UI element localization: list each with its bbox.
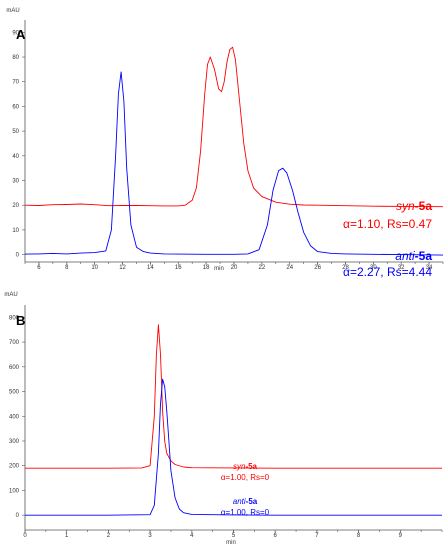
x-tick-label: 32 — [398, 265, 405, 271]
x-tick-label: 30 — [370, 265, 377, 271]
series-label-syn: syn-5a — [233, 462, 258, 471]
y-axis-unit-label: mAU — [4, 292, 17, 298]
y-tick-label: 60 — [12, 104, 19, 110]
x-tick-label: 5 — [232, 533, 236, 539]
x-tick-label: 4 — [190, 533, 194, 539]
x-tick-label: 28 — [342, 265, 349, 271]
y-tick-label: 20 — [12, 203, 19, 209]
x-tick-label: 24 — [286, 265, 293, 271]
y-tick-label: 10 — [12, 228, 19, 234]
x-axis-label: min — [214, 266, 224, 272]
y-tick-label: 200 — [9, 464, 20, 470]
y-tick-label: 0 — [16, 253, 20, 259]
x-tick-label: 14 — [147, 265, 154, 271]
panel-a: 0 10 20 30 40 50 60 70 80 90 6 8 10 12 14 16 18 20 22 24 26 2… — [6, 8, 444, 279]
trace-anti — [25, 378, 442, 516]
x-tick-label: 10 — [91, 265, 98, 271]
x-tick-label: 20 — [231, 265, 238, 271]
series-stats-anti: α=1.00, Rs=0 — [221, 508, 270, 517]
y-tick-label: 800 — [9, 315, 20, 321]
trace-syn — [24, 46, 444, 208]
x-tick-label: 7 — [315, 533, 319, 539]
series-stats-anti: α=2.27, Rs=4.44 — [343, 265, 432, 279]
x-axis-label: min — [226, 540, 236, 546]
x-tick-label: 8 — [357, 533, 361, 539]
x-tick-label: 0 — [23, 533, 27, 539]
y-tick-label: 40 — [12, 154, 19, 160]
y-tick-label: 90 — [12, 30, 19, 36]
x-tick-label: 6 — [37, 265, 41, 271]
x-tick-label: 6 — [274, 533, 278, 539]
series-label-syn: syn-5a — [396, 199, 432, 213]
y-tick-label: 100 — [9, 488, 20, 494]
x-tick-label: 22 — [259, 265, 266, 271]
series-label-anti: anti-5a — [233, 497, 258, 506]
panel-label: B — [16, 313, 25, 328]
x-tick-label: 1 — [65, 533, 69, 539]
y-tick-label: 30 — [12, 179, 19, 185]
x-tick-label: 2 — [107, 533, 111, 539]
y-tick-label: 70 — [12, 80, 19, 86]
y-tick-label: 300 — [9, 439, 20, 445]
x-tick-label: 18 — [203, 265, 210, 271]
x-tick-label: 3 — [148, 533, 152, 539]
series-label-anti: anti-5a — [395, 249, 432, 263]
x-tick-label: 8 — [65, 265, 69, 271]
y-tick-label: 80 — [12, 55, 19, 61]
series-stats-syn: α=1.00, Rs=0 — [221, 473, 270, 482]
y-tick-label: 500 — [9, 390, 20, 396]
series-stats-syn: α=1.10, Rs=0.47 — [343, 217, 432, 231]
y-tick-label: 700 — [9, 340, 20, 346]
y-tick-label: 50 — [12, 129, 19, 135]
x-tick-label: 12 — [119, 265, 126, 271]
x-tick-label: 26 — [314, 265, 321, 271]
trace-anti — [24, 71, 444, 256]
y-tick-label: 400 — [9, 414, 20, 420]
x-tick-label: 34 — [426, 265, 433, 271]
x-tick-label: 16 — [175, 265, 182, 271]
panel-label: A — [16, 27, 26, 42]
y-tick-label: 0 — [16, 513, 20, 519]
y-axis-unit-label: mAU — [6, 8, 19, 14]
x-tick-label: 9 — [399, 533, 403, 539]
trace-syn — [25, 324, 442, 469]
y-tick-label: 600 — [9, 365, 20, 371]
panel-b: 0 100 200 300 400 500 600 700 800 0 1 2 3 4 5 6 7 8 9 mAU mi… — [4, 292, 443, 546]
